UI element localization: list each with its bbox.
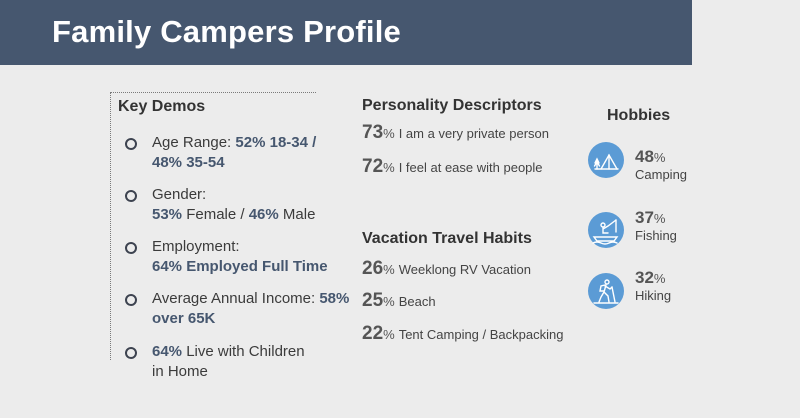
bullet-icon [125,347,137,359]
hobby-label: Hiking [635,288,672,303]
percent-sign: % [653,150,666,165]
key-demos-panel: Key Demos Age Range: 52% 18-34 / 48% 35-… [110,92,349,380]
personality-item: 73% I am a very private person [362,122,549,144]
demo-income: Average Annual Income: 58% over 65K [152,289,357,329]
income-value-2: over 65K [152,310,216,327]
stat-text: Beach [398,294,436,309]
personality-title: Personality Descriptors [362,97,542,114]
header-banner: Family Campers Profile [0,0,692,65]
hobby-percent: 32% [635,268,665,288]
hobby-number: 37 [635,208,654,227]
employment-label: Employment: [152,238,240,255]
demo-gender: Gender: 53% Female / 46% Male [152,185,372,225]
income-value-1: 58% [319,290,350,307]
vacation-item: 25% Beach [362,290,436,312]
bullet-icon [125,138,137,150]
percent-sign: % [383,126,395,141]
children-text-2: in Home [152,363,208,380]
key-demos-title: Key Demos [118,98,206,115]
stat-number: 26 [362,258,384,279]
hobby-label: Camping [635,167,688,182]
percent-sign: % [653,271,666,286]
gender-pct-1: 53% [152,206,183,223]
hobby-label: Fishing [635,228,677,243]
employment-value: 64% Employed Full Time [152,258,328,275]
hobbies-title: Hobbies [607,107,671,124]
hobby-percent: 37% [635,208,665,228]
age-value-1: 52% 18-34 / [235,134,317,151]
percent-sign: % [653,211,666,226]
stat-text: Tent Camping / Backpacking [398,327,564,342]
stat-text: Weeklong RV Vacation [398,262,531,277]
gender-text-1: Female / [182,206,249,223]
hobby-number: 48 [635,147,654,166]
percent-sign: % [383,327,395,342]
vacation-title: Vacation Travel Habits [362,230,532,247]
income-label: Average Annual Income: [152,290,320,307]
vacation-item: 26% Weeklong RV Vacation [362,258,531,280]
children-text-1: Live with Children [182,343,305,360]
gender-pct-2: 46% [248,206,279,223]
stat-number: 25 [362,290,384,311]
stat-number: 72 [362,156,384,177]
age-value-2: 48% 35-54 [152,154,225,171]
bullet-icon [125,294,137,306]
age-label: Age Range: [152,134,236,151]
demo-age-range: Age Range: 52% 18-34 / 48% 35-54 [152,133,372,173]
vacation-item: 22% Tent Camping / Backpacking [362,323,563,345]
stat-number: 22 [362,323,384,344]
gender-text-2: Male [278,206,316,223]
gender-label: Gender: [152,186,207,203]
stat-text: I feel at ease with people [398,160,543,175]
percent-sign: % [383,294,395,309]
fishing-boat-icon [588,212,624,248]
children-pct: 64% [152,343,183,360]
demo-children: 64% Live with Children in Home [152,342,372,382]
tent-icon [588,142,624,178]
percent-sign: % [383,160,395,175]
stat-text: I am a very private person [398,126,549,141]
hobby-percent: 48% [635,147,665,167]
page-title: Family Campers Profile [52,14,401,49]
hobby-number: 32 [635,268,654,287]
bullet-icon [125,242,137,254]
hiker-icon [588,273,624,309]
demo-employment: Employment: 64% Employed Full Time [152,237,372,277]
stat-number: 73 [362,122,384,143]
bullet-icon [125,190,137,202]
personality-item: 72% I feel at ease with people [362,156,543,178]
percent-sign: % [383,262,395,277]
